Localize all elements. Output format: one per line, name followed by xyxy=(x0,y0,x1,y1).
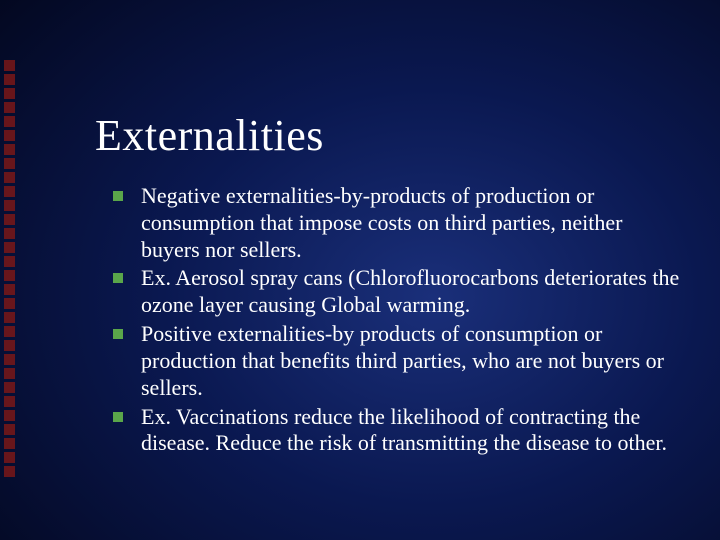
slide: Externalities Negative externalities-by-… xyxy=(0,0,720,540)
list-item: Positive externalities-by products of co… xyxy=(113,321,680,401)
list-item: Ex. Vaccinations reduce the likelihood o… xyxy=(113,404,680,458)
list-item: Ex. Aerosol spray cans (Chlorofluorocarb… xyxy=(113,265,680,319)
slide-title: Externalities xyxy=(95,110,680,161)
bullet-list: Negative externalities-by-products of pr… xyxy=(95,183,680,457)
list-item: Negative externalities-by-products of pr… xyxy=(113,183,680,263)
